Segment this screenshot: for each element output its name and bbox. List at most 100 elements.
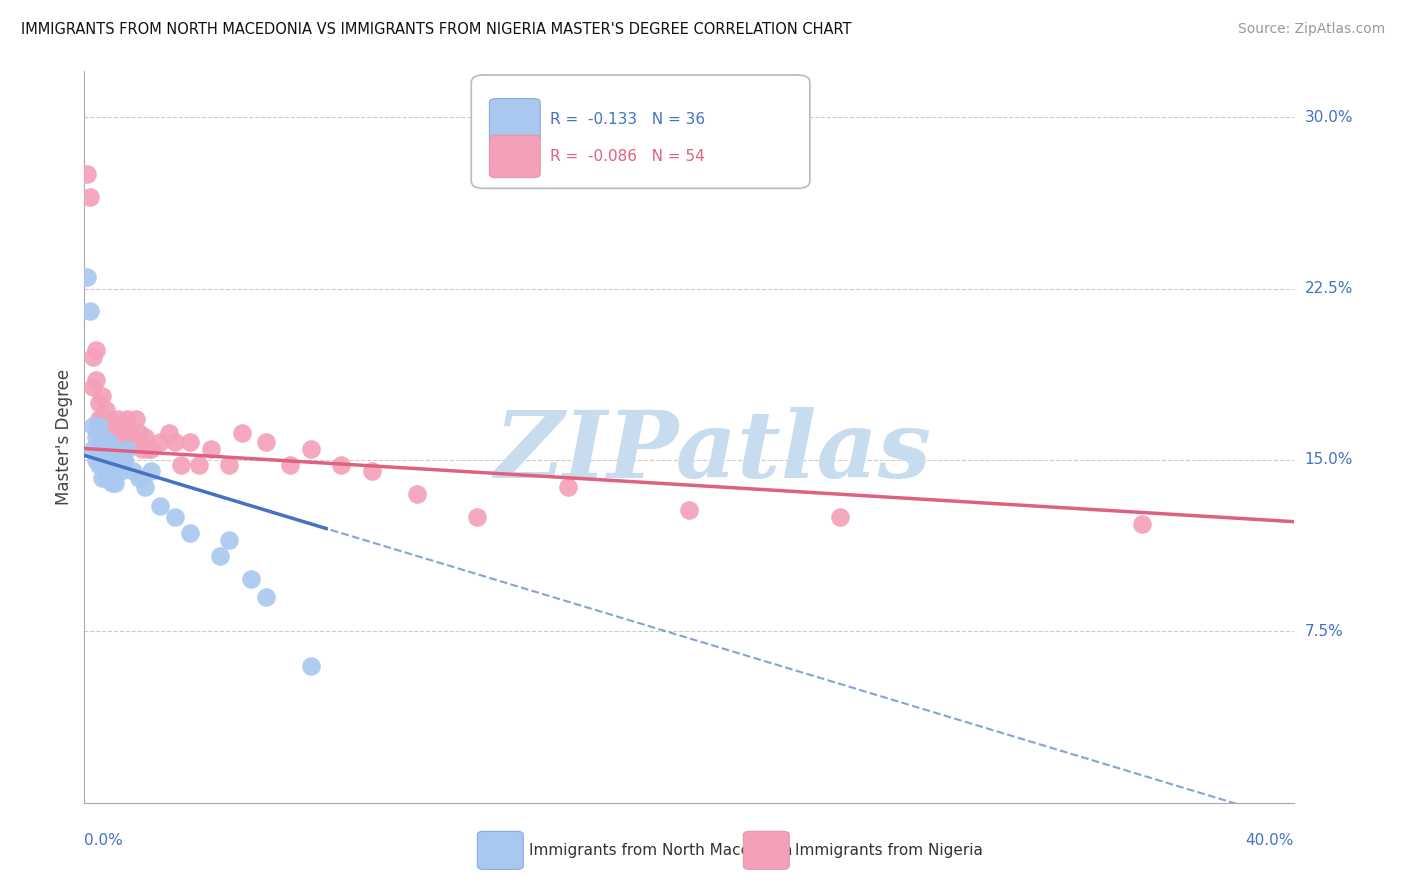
Point (107, 412, 129, 426)
Point (100, 475, 122, 490)
Point (79, 190, 101, 204)
Point (82, 418, 104, 433)
Point (830, 510, 852, 524)
Point (131, 442, 153, 456)
Point (94, 425, 117, 440)
Point (100, 442, 122, 456)
Point (157, 425, 180, 440)
Point (110, 442, 132, 456)
Point (112, 425, 135, 440)
Point (467, 510, 489, 524)
Point (91, 453, 114, 467)
Point (136, 442, 159, 456)
Point (118, 425, 141, 440)
Point (115, 442, 138, 456)
Point (406, 487, 429, 501)
Point (89, 412, 111, 426)
Point (104, 449, 127, 463)
Point (82, 442, 104, 456)
Y-axis label: Master's Degree: Master's Degree (55, 369, 73, 505)
Point (89, 442, 111, 456)
Point (278, 458, 301, 472)
Point (100, 449, 122, 463)
Point (165, 434, 187, 449)
Point (110, 418, 132, 433)
Point (170, 458, 193, 472)
Point (149, 434, 172, 449)
Point (254, 590, 277, 604)
Point (179, 434, 201, 449)
Point (200, 442, 222, 456)
Point (1130, 516, 1153, 531)
Text: Immigrants from North Macedonia: Immigrants from North Macedonia (529, 843, 793, 858)
Point (97, 434, 120, 449)
Text: ZIPatlas: ZIPatlas (495, 407, 932, 497)
Point (91, 412, 114, 426)
Point (330, 458, 353, 472)
Text: Immigrants from Nigeria: Immigrants from Nigeria (796, 843, 983, 858)
Point (360, 464, 382, 478)
Text: 40.0%: 40.0% (1246, 833, 1294, 848)
Text: 30.0%: 30.0% (1305, 110, 1353, 125)
FancyBboxPatch shape (489, 136, 540, 178)
Point (91, 389, 114, 403)
Text: 7.5%: 7.5% (1305, 624, 1343, 639)
Point (86, 373, 108, 387)
Point (76, 167, 98, 181)
Text: 22.5%: 22.5% (1305, 281, 1353, 296)
Point (149, 499, 172, 513)
FancyBboxPatch shape (471, 75, 810, 188)
Text: 0.0%: 0.0% (84, 833, 124, 848)
Point (128, 425, 150, 440)
Text: IMMIGRANTS FROM NORTH MACEDONIA VS IMMIGRANTS FROM NIGERIA MASTER'S DEGREE CORRE: IMMIGRANTS FROM NORTH MACEDONIA VS IMMIG… (21, 22, 852, 37)
Point (115, 412, 138, 426)
Point (82, 350, 104, 364)
Point (239, 572, 262, 586)
Point (209, 549, 232, 563)
Point (678, 503, 700, 517)
Point (91, 471, 114, 485)
Text: R =  -0.133   N = 36: R = -0.133 N = 36 (550, 112, 704, 128)
Point (104, 418, 127, 433)
Point (125, 412, 148, 426)
Point (112, 453, 135, 467)
Point (82, 380, 104, 394)
Point (231, 425, 253, 440)
Point (94, 402, 117, 417)
Point (97, 412, 120, 426)
FancyBboxPatch shape (744, 831, 789, 870)
Point (299, 658, 322, 673)
Point (121, 434, 143, 449)
FancyBboxPatch shape (478, 831, 523, 870)
Point (121, 464, 143, 478)
Point (89, 396, 111, 410)
Point (110, 464, 132, 478)
Point (104, 442, 127, 456)
Point (94, 442, 117, 456)
Text: Source: ZipAtlas.com: Source: ZipAtlas.com (1237, 22, 1385, 37)
Point (179, 526, 201, 541)
Point (112, 453, 135, 467)
Point (107, 434, 129, 449)
Point (218, 533, 240, 547)
Point (218, 458, 240, 472)
Point (91, 434, 114, 449)
Point (165, 510, 187, 524)
Point (91, 430, 114, 444)
FancyBboxPatch shape (489, 99, 540, 141)
Point (107, 458, 129, 472)
Point (557, 480, 579, 494)
Point (254, 434, 277, 449)
Point (94, 471, 117, 485)
Point (299, 442, 322, 456)
Text: 15.0%: 15.0% (1305, 452, 1353, 467)
Point (134, 480, 156, 494)
Point (100, 418, 122, 433)
Point (86, 343, 108, 358)
Point (86, 430, 108, 444)
Point (76, 270, 98, 285)
Point (86, 453, 108, 467)
Point (134, 430, 156, 444)
Point (89, 458, 111, 472)
Point (104, 475, 127, 490)
